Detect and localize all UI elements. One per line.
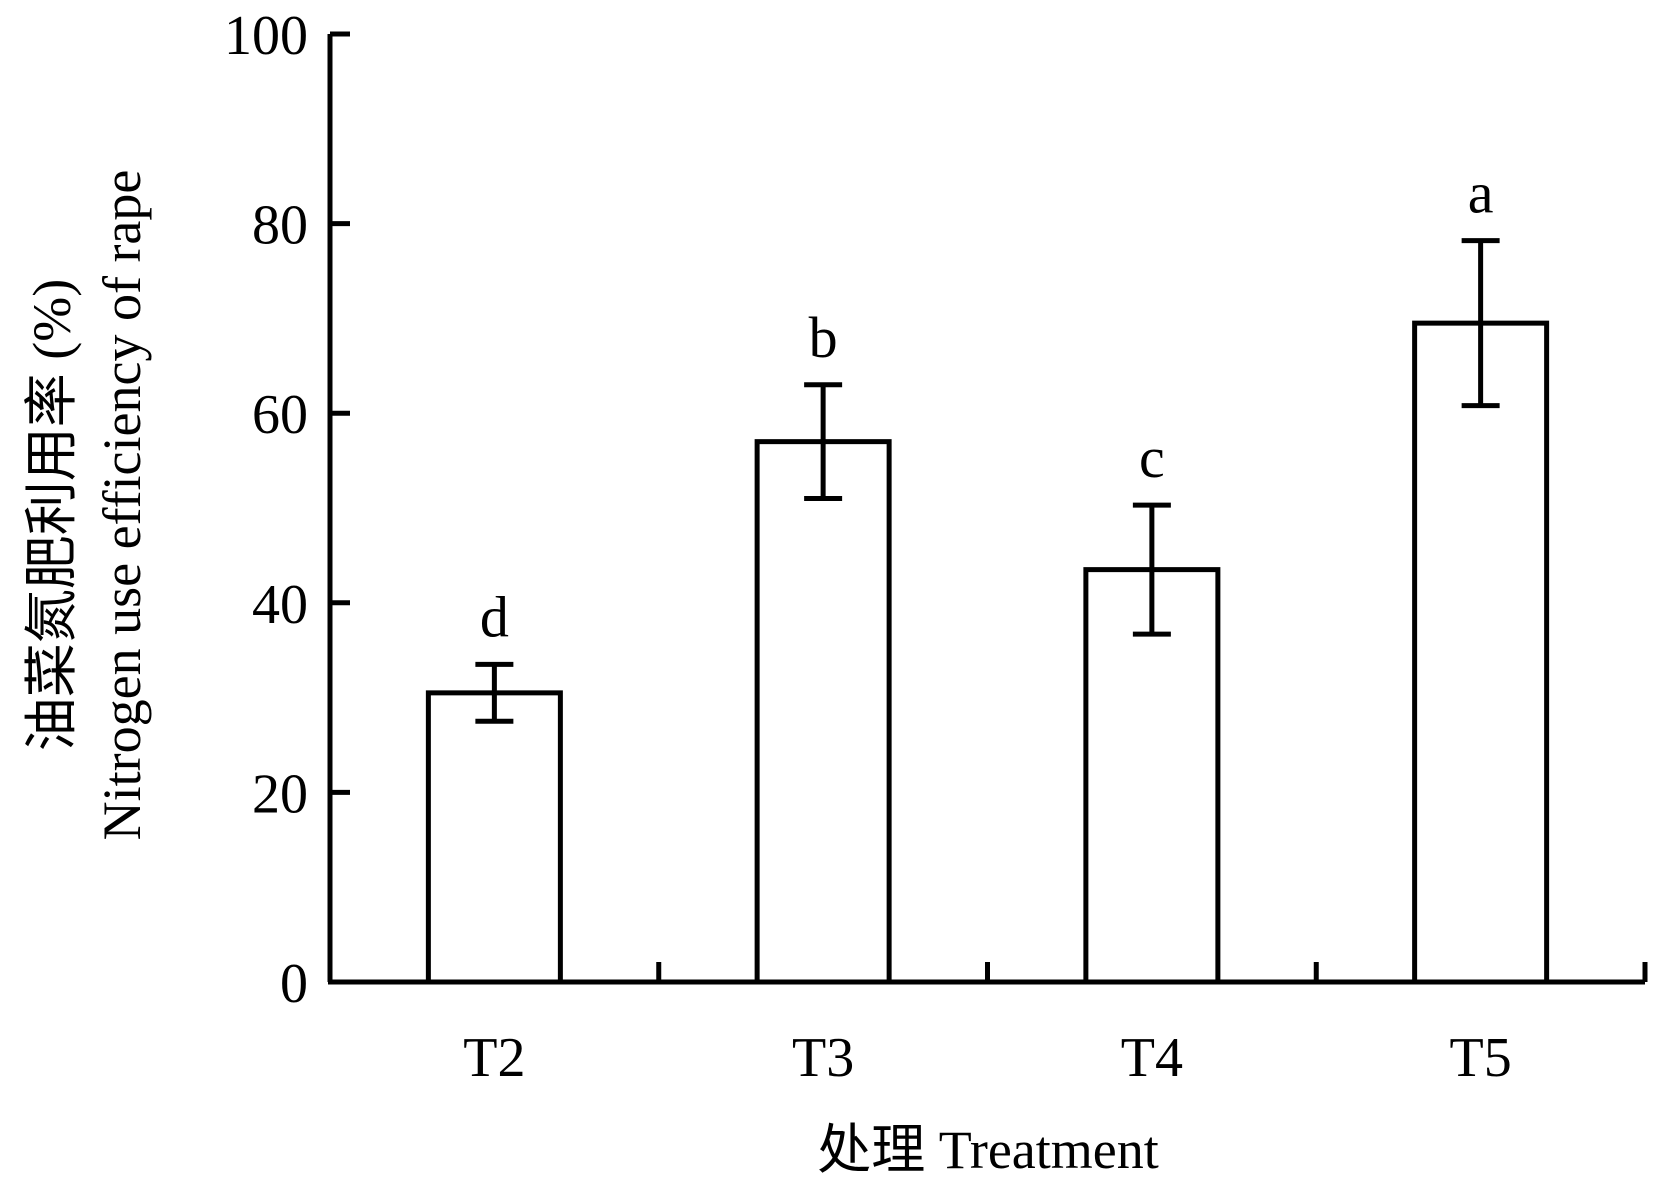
x-tick-label-T2: T2 [463, 1027, 525, 1089]
y-axis-title-chinese: 油菜氮肥利用率 (%) [22, 279, 82, 751]
significance-letters: d b c a [480, 161, 1494, 650]
y-tick-label-40: 40 [252, 574, 308, 636]
error-bars [475, 238, 1500, 724]
y-axis-ticks: 0 20 40 60 80 100 [224, 5, 350, 1015]
significance-letter-T3: b [809, 305, 838, 370]
x-axis-title: 处理 Treatment [817, 1120, 1158, 1180]
y-tick-label-100: 100 [224, 5, 308, 67]
x-tick-label-T4: T4 [1121, 1027, 1183, 1089]
y-axis-title-english: Nitrogen use efficiency of rape [92, 170, 152, 841]
bars [425, 320, 1550, 985]
y-tick-label-20: 20 [252, 763, 308, 825]
y-tick-label-80: 80 [252, 195, 308, 257]
bar-T5 [1412, 320, 1550, 985]
x-tick-label-T5: T5 [1450, 1027, 1512, 1089]
significance-letter-T4: c [1139, 425, 1165, 490]
x-tick-label-T3: T3 [792, 1027, 854, 1089]
bar-T2 [425, 690, 563, 985]
significance-letter-T2: d [480, 584, 509, 649]
x-axis-ticks: T2 T3 T4 T5 [463, 962, 1648, 1089]
significance-letter-T5: a [1468, 161, 1494, 226]
y-tick-label-60: 60 [252, 384, 308, 446]
y-tick-label-0: 0 [280, 953, 308, 1015]
bar-T3 [754, 439, 892, 985]
